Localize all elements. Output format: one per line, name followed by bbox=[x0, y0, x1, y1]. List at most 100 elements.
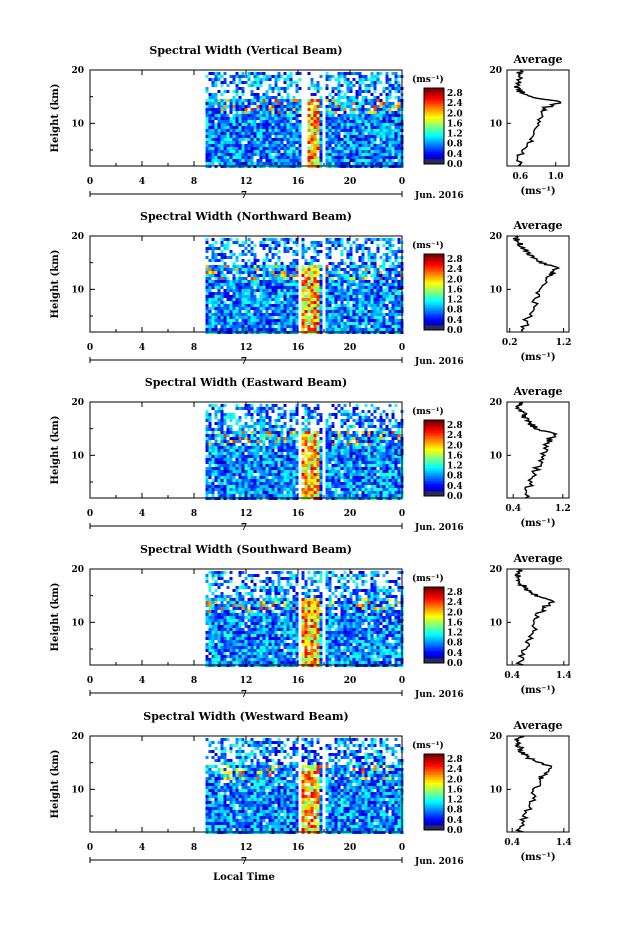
heatmap-cell bbox=[367, 286, 371, 289]
heatmap-cell bbox=[373, 301, 377, 304]
heatmap-cell bbox=[346, 431, 350, 434]
heatmap-cell bbox=[319, 455, 323, 458]
heatmap-cell bbox=[364, 440, 368, 443]
heatmap-cell bbox=[286, 283, 290, 286]
heatmap-cell bbox=[208, 458, 212, 461]
heatmap-cell bbox=[343, 162, 347, 165]
heatmap-cell bbox=[211, 470, 215, 473]
heatmap-cell bbox=[295, 111, 299, 114]
heatmap-cell bbox=[217, 307, 221, 310]
heatmap-cell bbox=[238, 277, 242, 280]
heatmap-cell bbox=[256, 78, 260, 81]
heatmap-cell bbox=[382, 244, 386, 247]
heatmap-cell bbox=[346, 87, 350, 90]
heatmap-cell bbox=[334, 322, 338, 325]
heatmap-cell bbox=[346, 153, 350, 156]
heatmap-cell bbox=[316, 280, 320, 283]
heatmap-cell bbox=[205, 482, 209, 485]
heatmap-cell bbox=[250, 328, 254, 331]
heatmap-cell bbox=[370, 458, 374, 461]
heatmap-cell bbox=[355, 277, 359, 280]
heatmap-cell bbox=[250, 138, 254, 141]
heatmap-cell bbox=[286, 120, 290, 123]
heatmap-cell bbox=[241, 452, 245, 455]
heatmap-cell bbox=[352, 144, 356, 147]
heatmap-cell bbox=[220, 301, 224, 304]
heatmap-cell bbox=[328, 428, 332, 431]
heatmap-cell bbox=[277, 280, 281, 283]
heatmap-cell bbox=[397, 105, 401, 108]
heatmap-cell bbox=[286, 247, 290, 250]
colorbar-swatch bbox=[424, 269, 444, 273]
heatmap-cell bbox=[277, 138, 281, 141]
heatmap-cell bbox=[217, 310, 221, 313]
heatmap-cell bbox=[274, 328, 278, 331]
heatmap-cell bbox=[220, 455, 224, 458]
heatmap-cell bbox=[280, 467, 284, 470]
heatmap-cell bbox=[295, 87, 299, 90]
heatmap-cell bbox=[268, 75, 272, 78]
heatmap-cell bbox=[235, 301, 239, 304]
heatmap-cell bbox=[331, 283, 335, 286]
heatmap-cell bbox=[367, 319, 371, 322]
heatmap-cell bbox=[313, 286, 317, 289]
heatmap-cell bbox=[280, 159, 284, 162]
heatmap-cell bbox=[283, 416, 287, 419]
heatmap-cell bbox=[244, 313, 248, 316]
heatmap-cell bbox=[385, 313, 389, 316]
heatmap-cell bbox=[256, 153, 260, 156]
heatmap-cell bbox=[316, 325, 320, 328]
heatmap-cell bbox=[229, 473, 233, 476]
heatmap-cell bbox=[223, 473, 227, 476]
heatmap-cell bbox=[262, 96, 266, 99]
heatmap-cell bbox=[349, 479, 353, 482]
heatmap-cell bbox=[295, 449, 299, 452]
heatmap-cell bbox=[337, 90, 341, 93]
heatmap-cell bbox=[295, 440, 299, 443]
heatmap-cell bbox=[352, 78, 356, 81]
heatmap-cell bbox=[211, 256, 215, 259]
heatmap-cell bbox=[379, 123, 383, 126]
heatmap-cell bbox=[319, 413, 323, 416]
heatmap-cell bbox=[289, 84, 293, 87]
x-tick-label: 4 bbox=[139, 177, 145, 187]
heatmap-cell bbox=[325, 247, 329, 250]
heatmap-cell bbox=[367, 301, 371, 304]
heatmap-cell bbox=[211, 280, 215, 283]
heatmap-cell bbox=[379, 141, 383, 144]
heatmap-cell bbox=[271, 280, 275, 283]
heatmap-cell bbox=[367, 437, 371, 440]
heatmap-cell bbox=[388, 316, 392, 319]
heatmap-cell bbox=[313, 256, 317, 259]
heatmap-cell bbox=[205, 159, 209, 162]
heatmap-cell bbox=[241, 479, 245, 482]
heatmap-cell bbox=[259, 265, 263, 268]
heatmap-cell bbox=[358, 268, 362, 271]
heatmap-cell bbox=[250, 416, 254, 419]
heatmap-cell bbox=[277, 458, 281, 461]
heatmap-cell bbox=[379, 316, 383, 319]
heatmap-cell bbox=[373, 132, 377, 135]
heatmap-cell bbox=[268, 428, 272, 431]
heatmap-cell bbox=[301, 416, 305, 419]
heatmap-cell bbox=[301, 304, 305, 307]
heatmap-cell bbox=[352, 431, 356, 434]
heatmap-cell bbox=[217, 458, 221, 461]
heatmap-cell bbox=[391, 84, 395, 87]
heatmap-cell bbox=[217, 407, 221, 410]
heatmap-cell bbox=[289, 325, 293, 328]
heatmap-cell bbox=[223, 316, 227, 319]
heatmap-cell bbox=[292, 467, 296, 470]
heatmap-cell bbox=[271, 75, 275, 78]
heatmap-cell bbox=[385, 126, 389, 129]
heatmap-cell bbox=[310, 283, 314, 286]
colorbar-swatch bbox=[424, 161, 444, 165]
heatmap-cell bbox=[379, 271, 383, 274]
heatmap-cell bbox=[304, 304, 308, 307]
colorbar-swatch bbox=[424, 128, 444, 132]
heatmap-cell bbox=[283, 280, 287, 283]
heatmap-cell bbox=[226, 473, 230, 476]
heatmap-cell bbox=[337, 280, 341, 283]
heatmap-cell bbox=[316, 162, 320, 165]
heatmap-cell bbox=[247, 135, 251, 138]
